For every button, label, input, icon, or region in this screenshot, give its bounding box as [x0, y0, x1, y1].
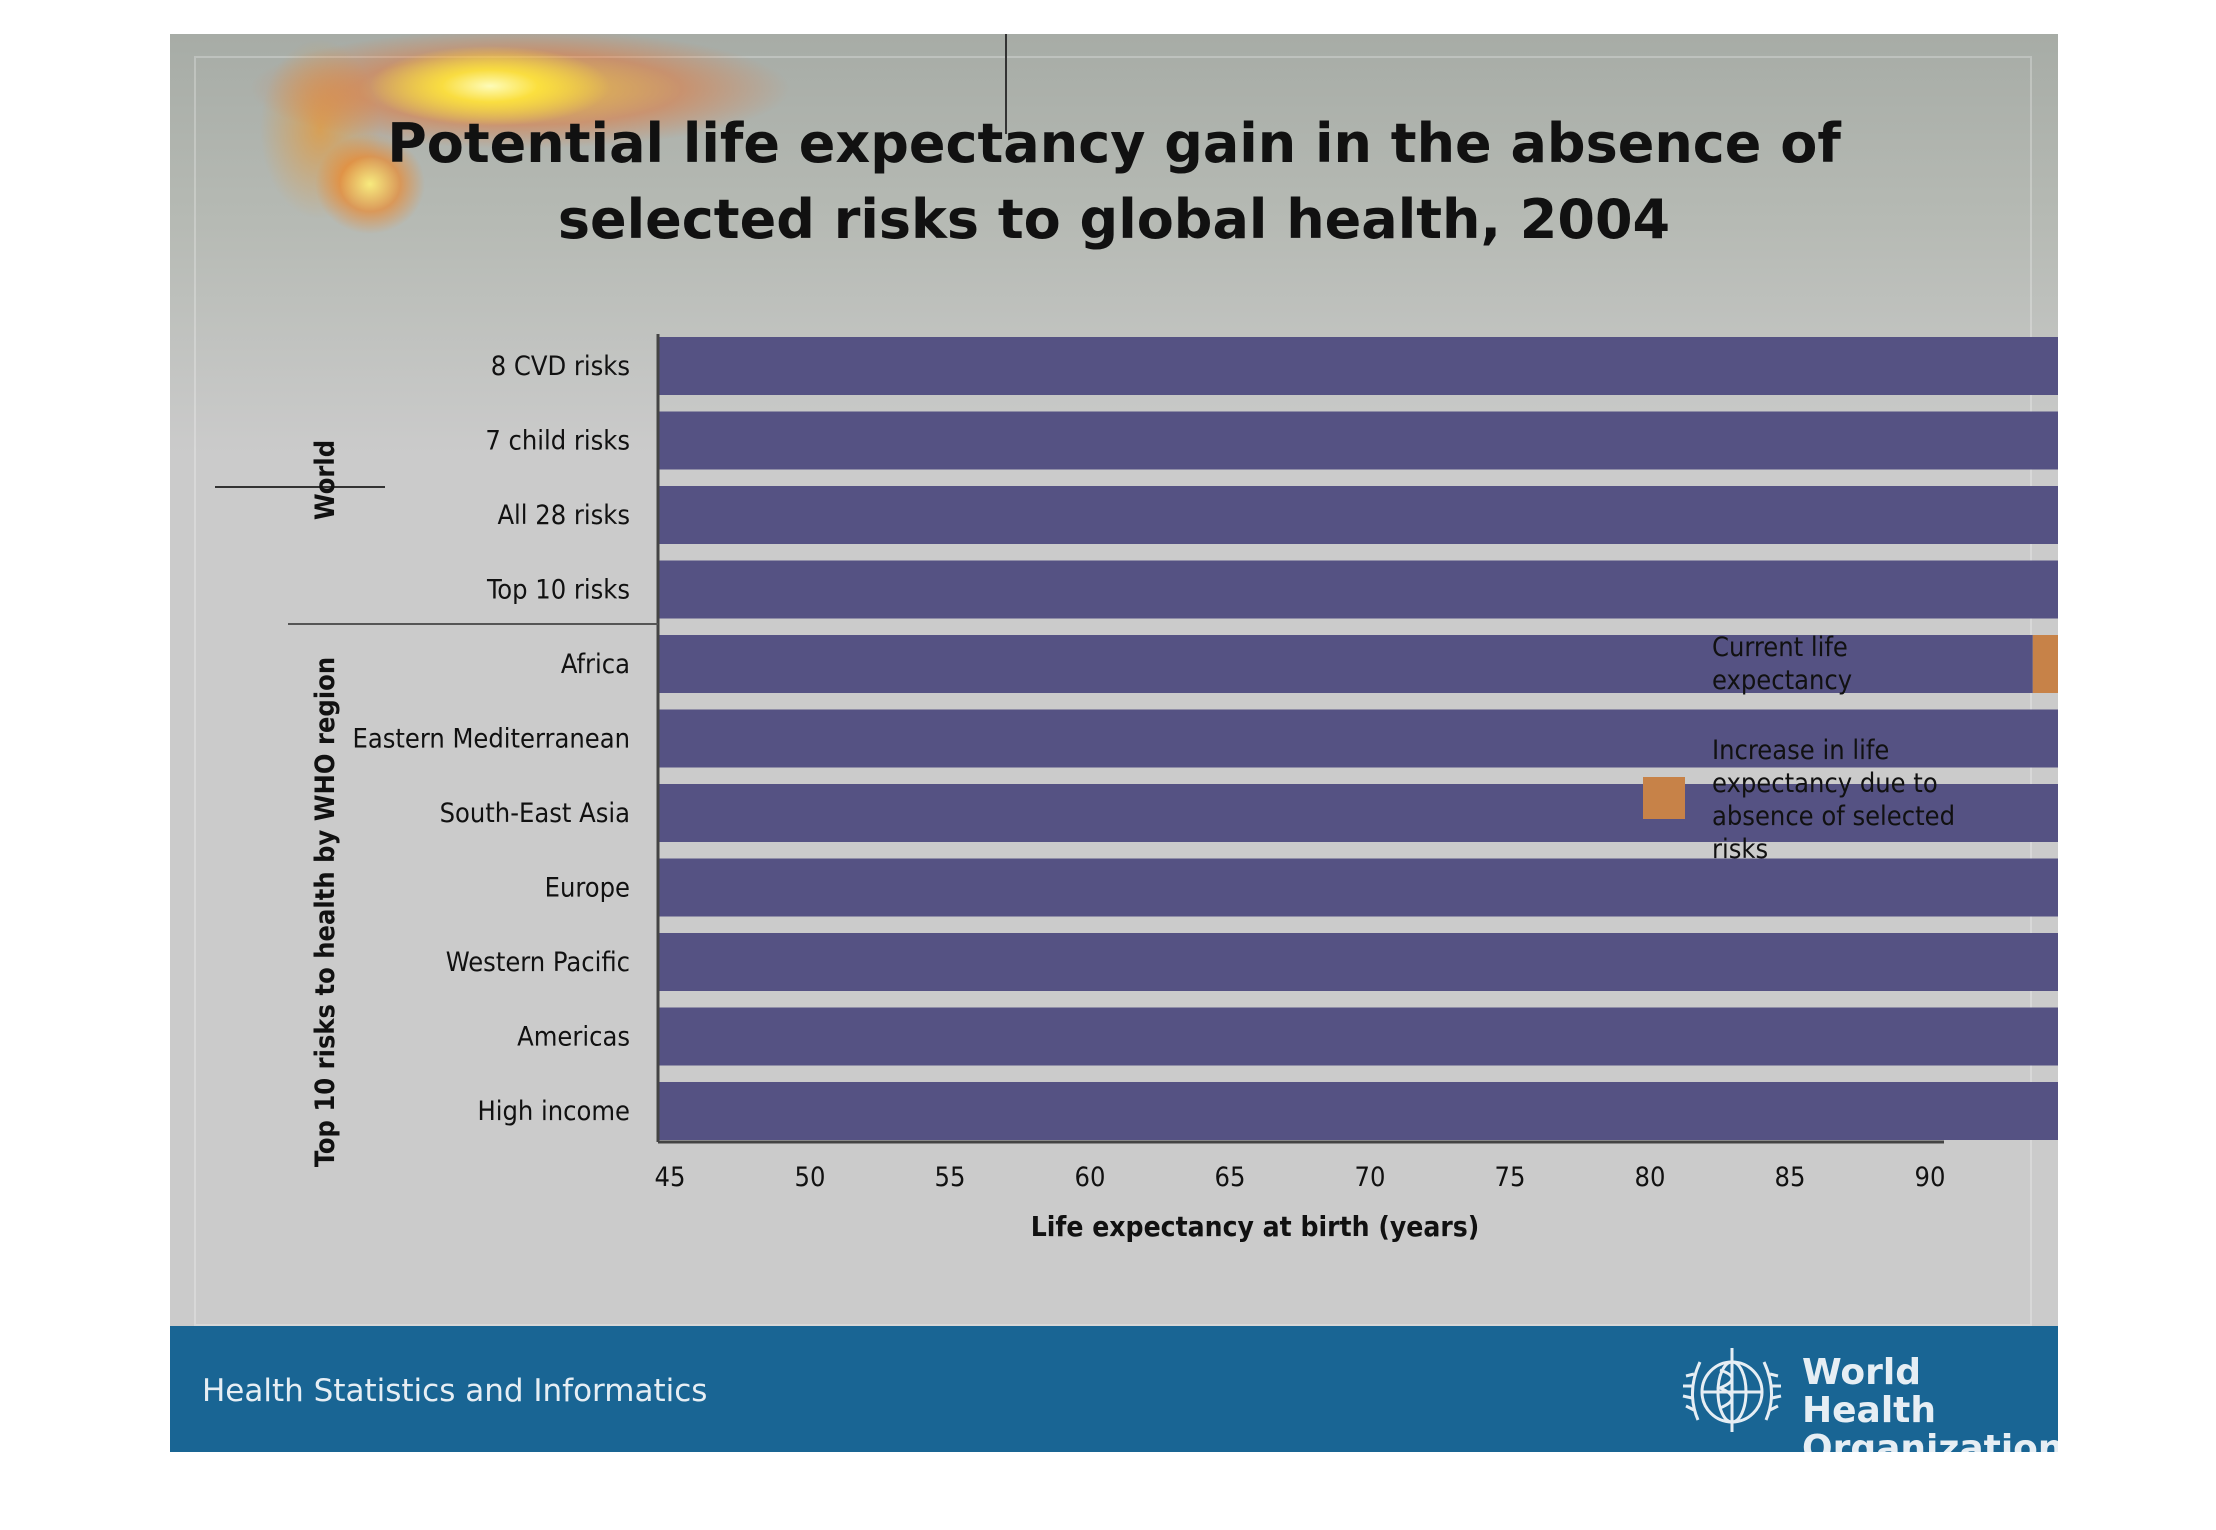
- bar-current: [658, 1082, 2058, 1140]
- group-label-world: World: [310, 440, 341, 520]
- chart-title: Potential life expectancy gain in the ab…: [387, 112, 1841, 251]
- bar-current: [658, 933, 2058, 991]
- x-tick-label: 90: [1915, 1162, 1946, 1193]
- x-tick-label: 80: [1635, 1162, 1666, 1193]
- category-label: Eastern Mediterranean: [352, 724, 630, 755]
- x-tick-label: 65: [1215, 1162, 1246, 1193]
- who-logo-line-2: Organization: [1802, 1428, 2058, 1453]
- x-tick-label: 70: [1355, 1162, 1386, 1193]
- bar-current: [658, 486, 2058, 544]
- category-label: Top 10 risks: [486, 575, 630, 606]
- category-label: Americas: [517, 1022, 630, 1053]
- bar-current: [658, 560, 2058, 619]
- x-tick-label: 75: [1495, 1162, 1526, 1193]
- bar-current: [658, 858, 2058, 917]
- category-label: High income: [477, 1096, 630, 1127]
- category-label: 7 child risks: [485, 426, 630, 457]
- chart: 8 CVD risks 7 child risks All 28 risks Top …: [288, 334, 2058, 1243]
- category-label: Western Pacific: [446, 947, 630, 978]
- category-label: 8 CVD risks: [491, 351, 630, 382]
- who-logo-line-1: World Health: [1802, 1352, 1937, 1431]
- group-label-region: Top 10 risks to health by WHO region: [310, 657, 341, 1167]
- bar-current: [658, 709, 2058, 768]
- legend-label: Current life expectancy: [1712, 632, 1852, 696]
- x-tick-label: 85: [1775, 1162, 1806, 1193]
- stray-line-vertical: [1005, 34, 1007, 134]
- category-label: Europe: [545, 873, 630, 904]
- category-label: Africa: [561, 649, 630, 680]
- x-tick-label: 45: [655, 1162, 686, 1193]
- attention-heatmap-overlay: [200, 34, 820, 264]
- who-emblem-icon: [1682, 1348, 1782, 1432]
- x-tick-label: 55: [935, 1162, 966, 1193]
- category-label: South-East Asia: [440, 798, 630, 829]
- x-tick-label: 50: [795, 1162, 826, 1193]
- x-tick-label: 60: [1075, 1162, 1106, 1193]
- bar-current: [658, 411, 2058, 470]
- who-logo-text: World Health Organization: [1802, 1352, 2058, 1453]
- stray-line-world: [215, 486, 385, 488]
- legend-label: Increase in life expectancy due to absence…: [1712, 735, 1955, 865]
- bar-current: [658, 337, 2058, 395]
- bar-current: [658, 1007, 2058, 1066]
- bar-current: [658, 784, 2058, 842]
- legend-swatch: [1643, 777, 1685, 819]
- footer-text: Health Statistics and Informatics: [202, 1373, 708, 1409]
- x-axis-label: Life expectancy at birth (years): [1031, 1210, 1480, 1243]
- slide: Potential life expectancy gain in the ab…: [170, 34, 2058, 1452]
- legend-swatch: [1643, 642, 1685, 684]
- bar-increase: [2032, 635, 2058, 693]
- category-label: All 28 risks: [497, 500, 630, 531]
- bar-current: [658, 635, 2033, 693]
- footer-bar: Health Statistics and Informatics World …: [170, 1326, 2058, 1452]
